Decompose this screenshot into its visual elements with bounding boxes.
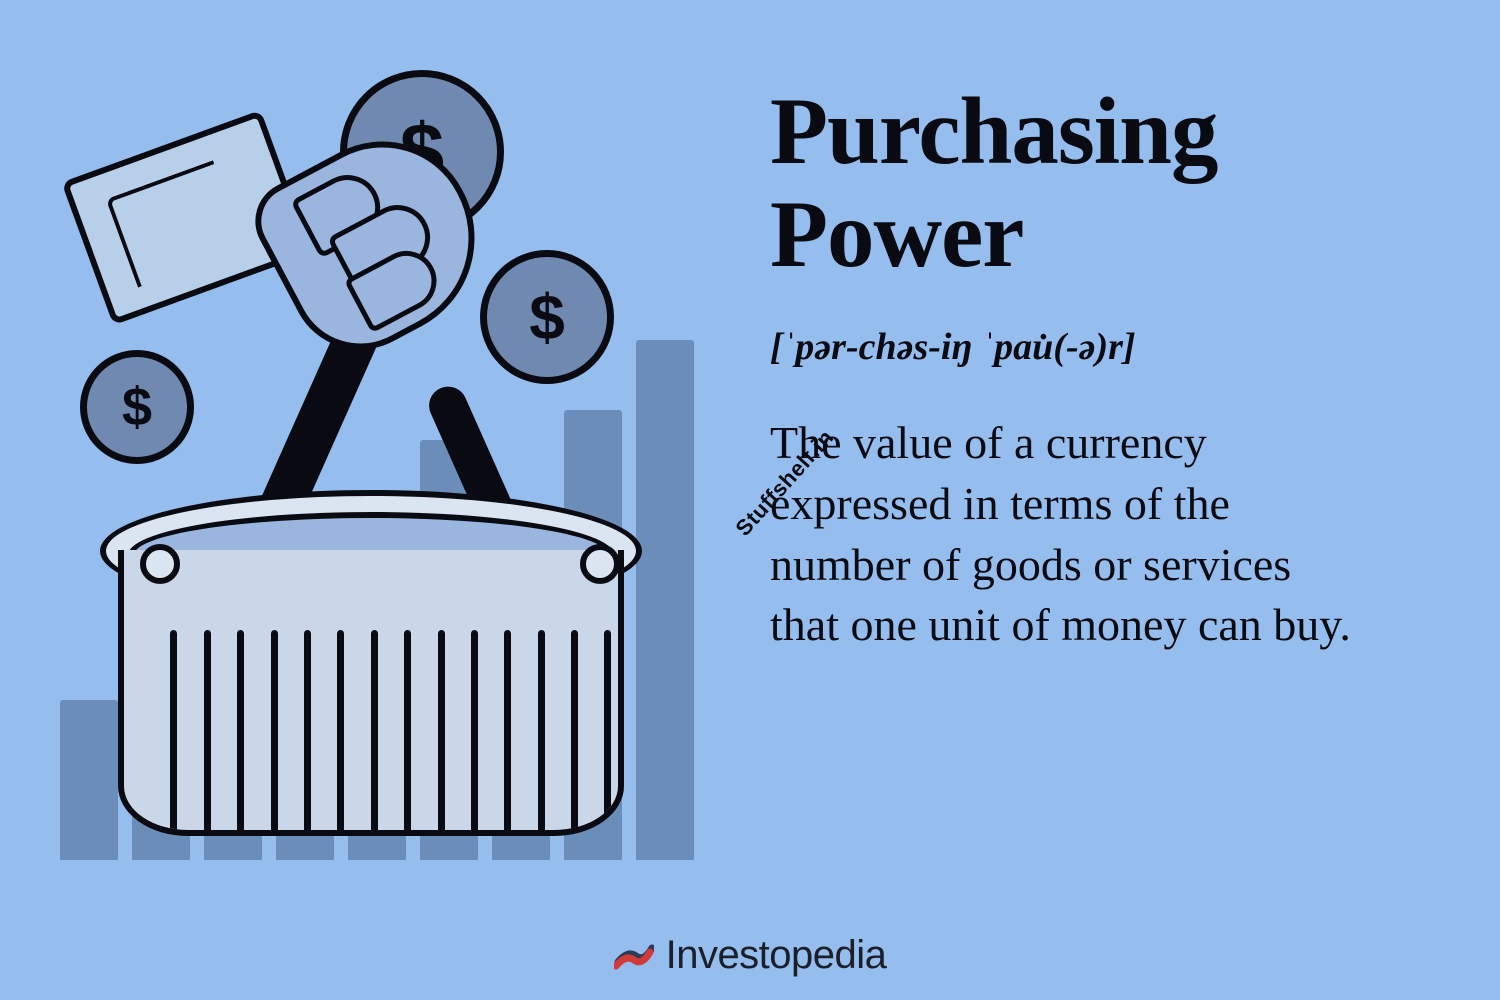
term-definition: The value of a currency expressed in ter…: [770, 413, 1370, 656]
text-content: Purchasing Power [ˈpər-chəs-iŋ ˈpau̇(-ə)…: [770, 80, 1410, 656]
investopedia-logo-icon: [614, 936, 654, 976]
dollar-sign: $: [122, 380, 152, 434]
basket-slats: [124, 580, 624, 836]
illustration-area: $ $ $: [40, 60, 740, 860]
handle-pin-left: [140, 544, 180, 584]
chart-bar: [636, 340, 694, 860]
shopping-basket-icon: [100, 490, 630, 870]
title-line-2: Power: [770, 181, 1023, 287]
title-line-1: Purchasing: [770, 78, 1218, 184]
brand-name: Investopedia: [666, 933, 887, 978]
term-title: Purchasing Power: [770, 80, 1410, 285]
handle-pin-right: [580, 544, 620, 584]
footer-brand: Investopedia: [0, 933, 1500, 978]
phonetic-spelling: [ˈpər-chəs-iŋ ˈpau̇(-ə)r]: [770, 325, 1410, 369]
infographic-canvas: $ $ $ Purchasi: [0, 0, 1500, 1000]
